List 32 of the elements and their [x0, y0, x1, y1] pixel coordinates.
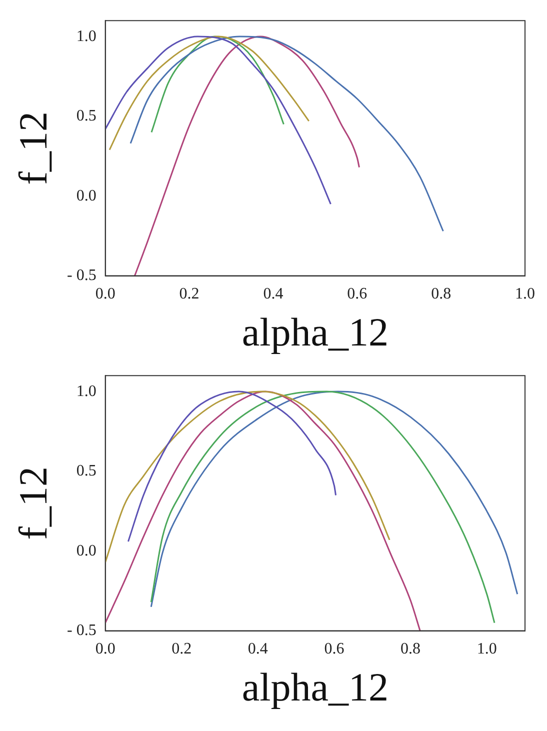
y-tick-label: 0.5	[76, 108, 96, 125]
y-tick-label: 1.0	[76, 382, 96, 400]
x-axis-title: alpha_12	[242, 664, 388, 710]
x-tick-label: 0.2	[179, 286, 200, 303]
x-tick-label: 0.8	[400, 640, 421, 658]
x-tick-label: 0.2	[172, 640, 192, 658]
y-tick-label: - 0.5	[67, 267, 96, 284]
line-series	[150, 36, 284, 133]
x-tick-label: 0.0	[95, 640, 116, 658]
x-tick-label: 0.4	[248, 640, 268, 658]
line-series	[105, 390, 390, 563]
y-tick-label: 0.0	[76, 187, 96, 204]
x-axis-title: alpha_12	[242, 310, 388, 354]
line-series	[134, 36, 360, 276]
x-tick-label: 0.0	[95, 286, 116, 303]
y-tick-label: - 0.5	[67, 622, 96, 640]
y-tick-label: 1.0	[76, 28, 96, 45]
x-tick-label: 0.6	[324, 640, 344, 658]
x-tick-label: 0.4	[263, 286, 284, 303]
x-tick-label: 0.8	[431, 286, 452, 303]
x-tick-label: 0.6	[347, 286, 368, 303]
line-series	[105, 36, 332, 205]
line-series	[108, 36, 310, 151]
line-series	[127, 390, 337, 542]
y-tick-label: 0.5	[76, 462, 96, 480]
y-tick-label: 0.0	[76, 542, 96, 560]
y-axis-title: f_12	[10, 466, 56, 540]
y-axis-title: f_12	[10, 112, 56, 185]
x-tick-label: 1.0	[476, 640, 497, 658]
line-series	[130, 36, 444, 232]
x-tick-label: 1.0	[515, 286, 535, 303]
line-series	[105, 390, 421, 631]
